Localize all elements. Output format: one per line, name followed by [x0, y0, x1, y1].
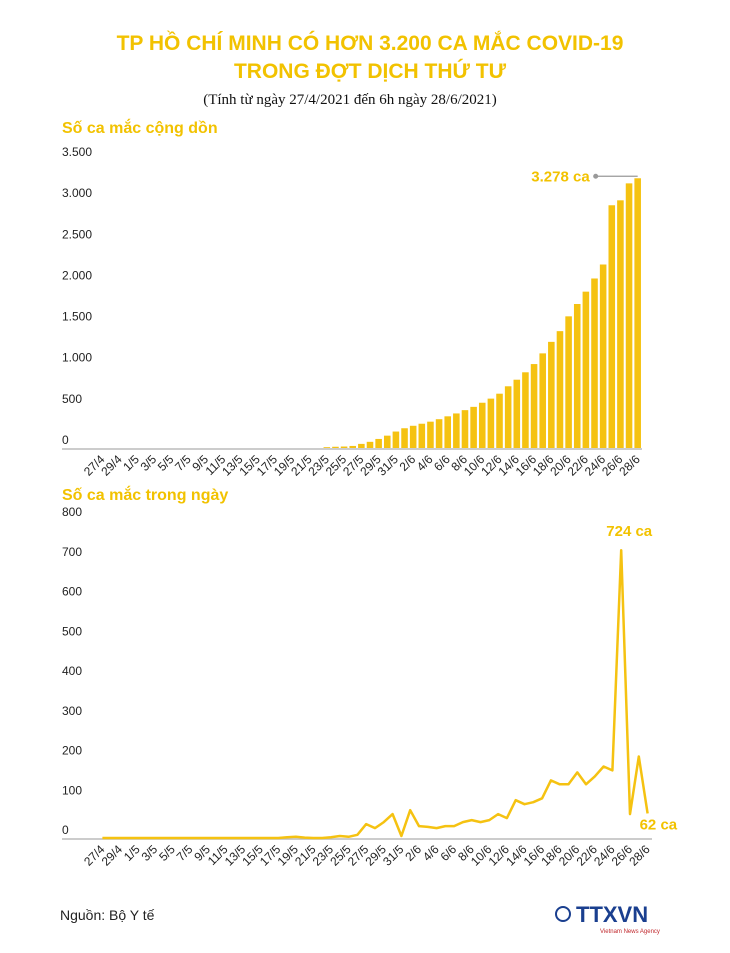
line: [102, 548, 649, 840]
bar: [444, 416, 451, 448]
x-tick-label: 28/6: [626, 842, 653, 869]
y-tick-label: 2.500: [62, 227, 92, 241]
bar: [427, 421, 434, 448]
y-tick-label: 3.000: [62, 186, 92, 200]
bar: [418, 423, 426, 448]
bar: [383, 435, 391, 448]
bar: [401, 428, 408, 448]
y-tick-label: 500: [62, 392, 82, 406]
bar: [349, 445, 357, 448]
y-tick-label: 400: [62, 664, 82, 678]
bar: [548, 341, 555, 448]
bar: [332, 446, 339, 448]
chart-title: Số ca mắc trong ngày: [62, 485, 228, 504]
y-tick-label: 0: [62, 823, 69, 837]
logo: TTXVN: [576, 902, 648, 927]
bar: [409, 425, 417, 448]
value-label: 62 ca: [640, 816, 678, 833]
bar: [599, 264, 607, 448]
bar: [392, 431, 400, 448]
y-tick-label: 3.500: [62, 145, 92, 159]
y-tick-label: 1.000: [62, 351, 92, 365]
y-tick-label: 100: [62, 783, 82, 797]
source: Nguồn: Bộ Y tế: [60, 907, 155, 923]
bar: [435, 419, 443, 448]
bar: [608, 205, 616, 448]
logo-sub: Vietnam News Agency: [600, 929, 660, 935]
bar: [453, 413, 460, 448]
bar: [504, 386, 512, 448]
y-tick-label: 0: [62, 433, 69, 447]
y-tick-label: 1.500: [62, 310, 92, 324]
bar: [556, 331, 564, 448]
y-tick-label: 300: [62, 704, 82, 718]
value-label: 724 ca: [606, 523, 653, 540]
y-tick-label: 800: [62, 505, 82, 519]
title-line1: TP HỒ CHÍ MINH CÓ HƠN 3.200 CA MẮC COVID…: [117, 31, 624, 55]
bar: [366, 441, 374, 448]
y-tick-label: 200: [62, 744, 82, 758]
x-tick-label: 28/6: [616, 452, 643, 479]
bar: [539, 353, 546, 448]
bar: [582, 291, 590, 448]
y-tick-label: 700: [62, 545, 82, 559]
bar: [487, 398, 495, 448]
bar: [340, 446, 348, 448]
bar: [323, 447, 331, 448]
chart-title: Số ca mắc cộng dồn: [62, 118, 218, 137]
bar: [513, 379, 521, 448]
y-tick-label: 2.000: [62, 268, 92, 282]
value-label: 3.278 ca: [531, 168, 590, 185]
bar: [530, 364, 538, 448]
leader-dot: [593, 173, 599, 179]
y-tick-label: 500: [62, 624, 82, 638]
bar: [565, 316, 572, 448]
bar: [522, 372, 529, 448]
bar: [478, 402, 486, 448]
bar: [496, 393, 503, 448]
bar: [625, 183, 633, 448]
bar: [375, 438, 382, 448]
title-line2: TRONG ĐỢT DỊCH THỨ TƯ: [234, 59, 507, 83]
bar: [358, 443, 365, 448]
bar: [461, 410, 469, 448]
bar: [634, 178, 641, 448]
bar: [617, 200, 624, 448]
bar: [573, 304, 581, 448]
y-tick-label: 600: [62, 585, 82, 599]
bar: [591, 278, 598, 448]
bar: [470, 406, 477, 448]
copyright-icon: [555, 906, 571, 922]
subtitle: (Tính từ ngày 27/4/2021 đến 6h ngày 28/6…: [203, 92, 497, 108]
